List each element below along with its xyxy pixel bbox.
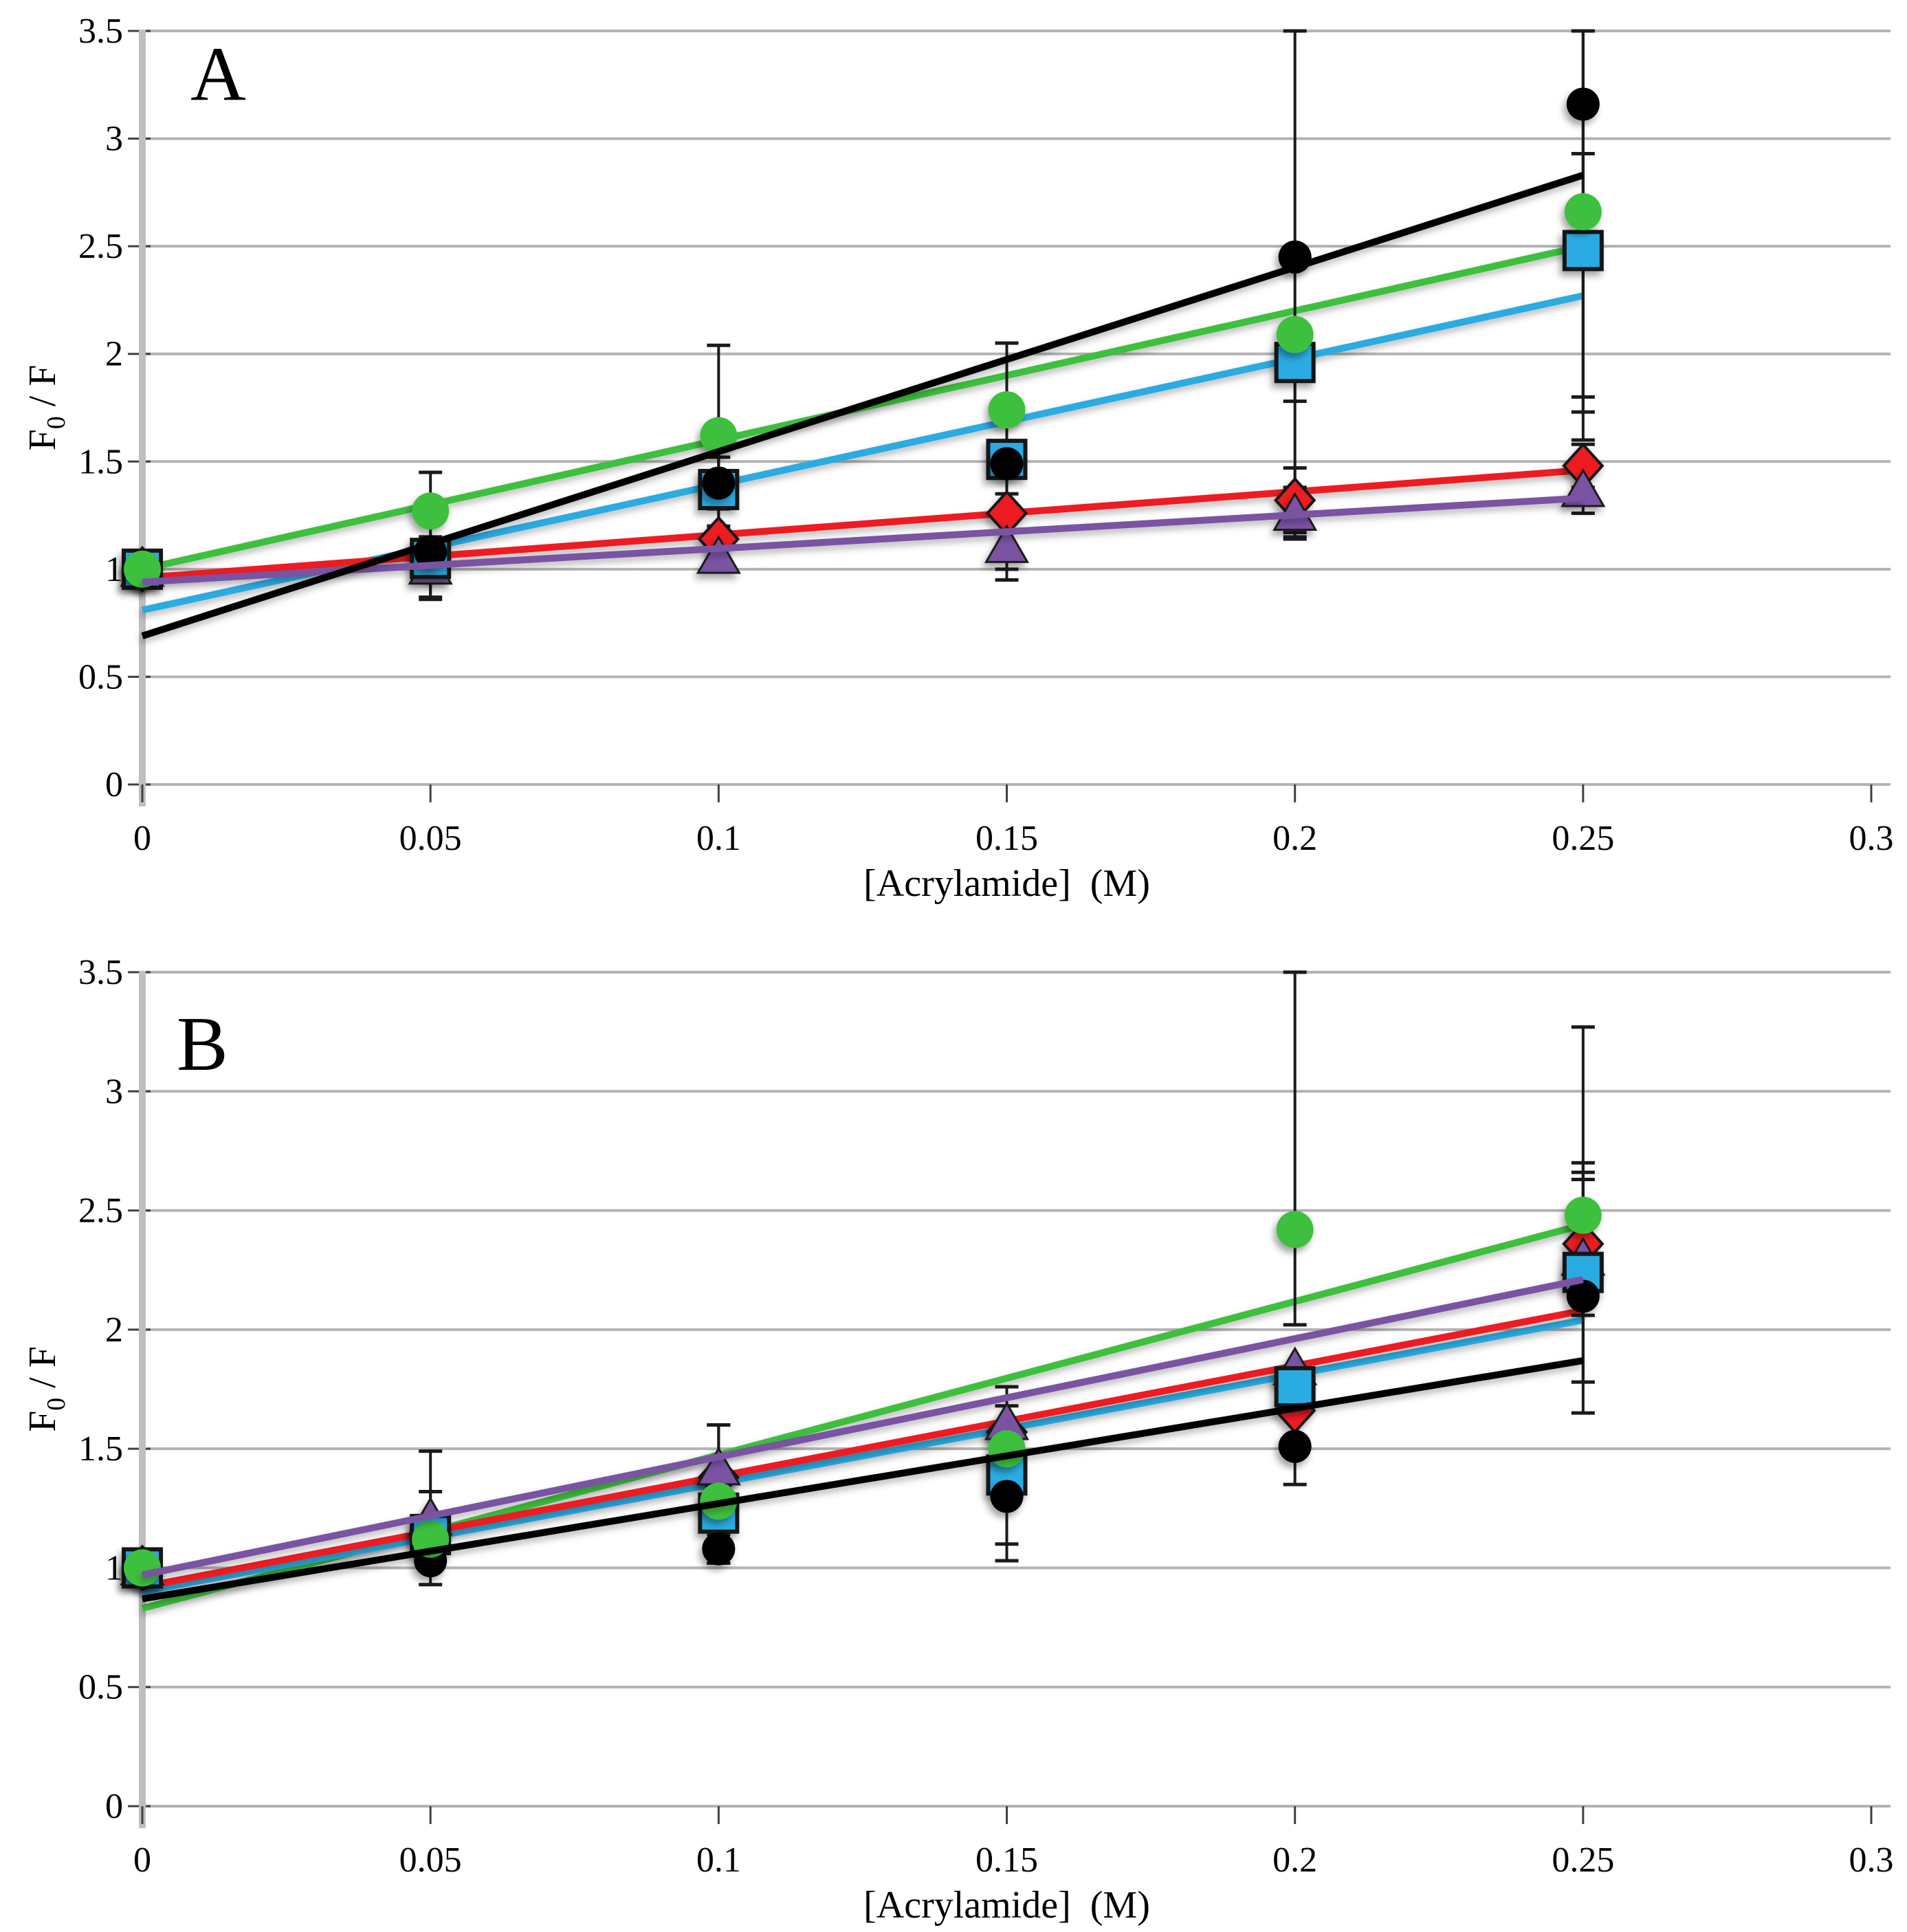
trendline-black-circle [142,1357,1584,1603]
panel-a: 0 0.5 1 1.5 2 2.5 3 3.5 0 0.05 0.1 0.15 0.2 0.25 0.3 [A… [21,12,1894,905]
x-axis-title: [Acrylamide] (M) [863,862,1150,905]
x-tick-label: 0.15 [975,1841,1038,1880]
trendline-blue-square [142,1317,1584,1595]
y-axis-line [139,971,146,1828]
panel-b: 0 0.5 1 1.5 2 2.5 3 3.5 0 0.05 0.1 0.15 0.2 0.25 0.3 [A… [21,953,1894,1926]
trendline-purple-triangle [142,494,1584,586]
marker-circle [124,1549,161,1587]
y-tick-label: 3 [105,1072,123,1111]
x-tick-label: 0.3 [1849,1841,1894,1880]
y-tick-label: 3 [105,120,123,159]
marker-square [1274,1366,1316,1408]
panel-label: B [177,1002,228,1087]
marker-circle [412,492,450,530]
y-tick-label: 1.5 [78,1429,123,1469]
y-axis-line [139,30,146,806]
marker-circle [990,1480,1024,1513]
series-black-circle [126,1280,1600,1585]
x-tick-label: 0.05 [399,1841,462,1880]
y-tick-label: 0.5 [78,1668,123,1707]
marker-circle [988,391,1026,429]
y-tick-label: 0 [105,1787,123,1826]
y-tick-label: 1 [105,1548,123,1588]
y-tick-label: 1.5 [78,442,123,481]
y-tick-label: 0.5 [78,657,123,696]
x-tick-label: 0.3 [1849,819,1894,858]
panel-label: A [190,32,246,117]
marker-circle [702,1532,736,1566]
y-tick-label: 2 [105,335,123,374]
y-axis-title: F0 / F [21,1346,71,1432]
x-tick-label: 0.15 [975,819,1038,858]
x-tick-label: 0.05 [399,819,462,858]
x-tick-label: 0.2 [1272,1841,1317,1880]
marker-circle [1566,87,1600,121]
marker-circle [1564,1196,1602,1234]
x-tick-label: 0.1 [696,819,741,858]
x-tick-label: 0.25 [1552,1841,1614,1880]
series-green-circle [124,1196,1602,1587]
y-tick-label: 2.5 [78,227,123,266]
marker-circle [988,1430,1026,1468]
marker-circle [1564,193,1602,231]
x-tick-label: 0.2 [1272,819,1317,858]
y-tick-label: 3.5 [78,953,123,992]
marker-circle [1276,1211,1314,1249]
y-tick-label: 2 [105,1310,123,1350]
marker-circle [1278,1429,1312,1463]
marker-triangle [984,524,1030,563]
y-tick-label: 0 [105,765,123,804]
x-tick-label: 0.1 [696,1841,741,1880]
y-tick-label: 2.5 [78,1192,123,1231]
y-tick-label: 3.5 [78,12,123,51]
marker-square [1562,230,1604,272]
x-axis-title: [Acrylamide] (M) [863,1884,1150,1926]
y-axis-title: F0 / F [21,365,71,451]
x-tick-label: 0 [133,1841,151,1880]
marker-circle [700,417,738,454]
trendline-black-circle [141,172,1585,639]
marker-circle [702,466,736,500]
marker-circle [1276,316,1314,353]
marker-circle [990,447,1024,481]
series-green-circle [124,193,1602,588]
trendline-purple-triangle [141,1276,1584,1579]
x-tick-label: 0 [133,819,151,858]
x-tick-label: 0.25 [1552,819,1614,858]
y-tick-label: 1 [105,550,123,589]
marker-circle [1566,1280,1600,1313]
marker-triangle [696,535,741,574]
trendline-red-diamond [142,1307,1584,1591]
